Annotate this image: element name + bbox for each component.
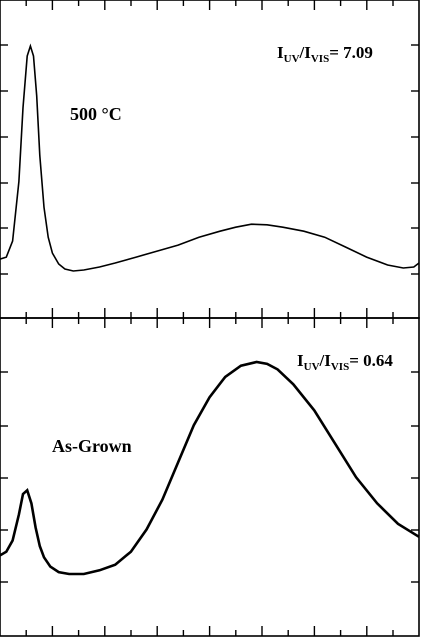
panel-as-grown: As-Grown IUV/IVIS= 0.64 [0,317,420,637]
intensity-ratio-as-grown: IUV/IVIS= 0.64 [297,351,393,373]
spectrum-line-as-grown [0,360,420,576]
condition-label-500c: 500 °C [70,104,122,124]
intensity-ratio-500c: IUV/IVIS= 7.09 [277,43,373,65]
spectrum-line-500c [0,43,420,272]
ticks-bottom [0,318,419,636]
ticks-top [0,0,419,318]
condition-label-as-grown: As-Grown [52,436,132,456]
panel-500c: 500 °C IUV/IVIS= 7.09 [0,0,420,319]
